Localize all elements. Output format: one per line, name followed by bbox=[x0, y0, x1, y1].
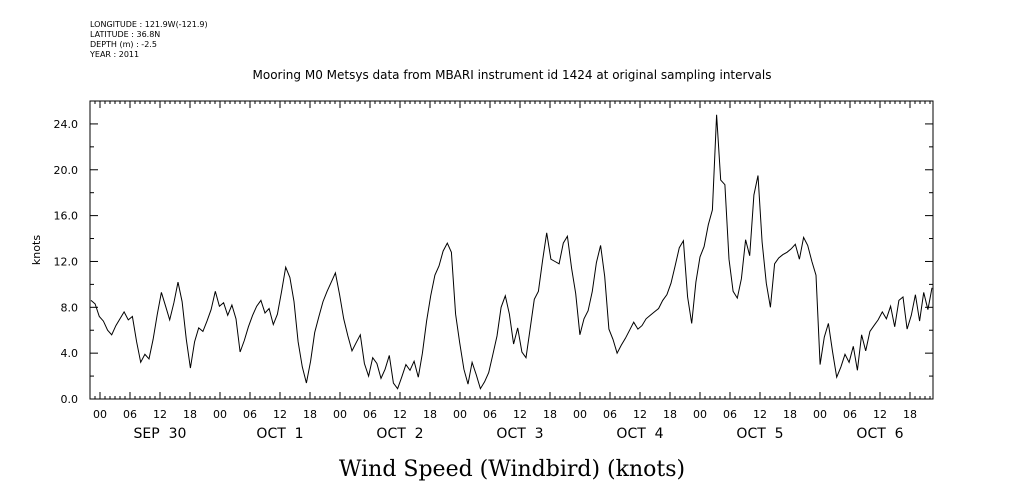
x-hour-label: 00 bbox=[693, 408, 707, 421]
x-hour-label: 06 bbox=[483, 408, 497, 421]
x-day-label: OCT 2 bbox=[376, 426, 423, 442]
y-tick-label: 12.0 bbox=[54, 255, 79, 268]
x-hour-label: 00 bbox=[93, 408, 107, 421]
y-tick-label: 4.0 bbox=[61, 347, 79, 360]
x-hour-label: 18 bbox=[663, 408, 677, 421]
x-hour-label: 06 bbox=[723, 408, 737, 421]
y-axis-label: knots bbox=[30, 235, 43, 265]
y-tick-label: 16.0 bbox=[54, 210, 79, 223]
x-hour-label: 06 bbox=[603, 408, 617, 421]
x-hour-label: 18 bbox=[423, 408, 437, 421]
x-day-labels: SEP 30 OCT 1 OCT 2 OCT 3 OCT 4 OCT 5 OCT 6 bbox=[134, 426, 904, 442]
meta-year: YEAR : 2011 bbox=[90, 50, 140, 59]
y-tick-label: 20.0 bbox=[54, 164, 79, 177]
x-hour-label: 00 bbox=[573, 408, 587, 421]
x-hour-label: 12 bbox=[873, 408, 887, 421]
meta-depth: DEPTH (m) : -2.5 bbox=[90, 40, 157, 49]
metadata-block: LONGITUDE : 121.9W(-121.9) LATITUDE : 36… bbox=[90, 20, 208, 60]
x-hour-label: 18 bbox=[183, 408, 197, 421]
meta-latitude: LATITUDE : 36.8N bbox=[90, 30, 161, 39]
x-day-label: OCT 4 bbox=[616, 426, 663, 442]
x-hour-label: 18 bbox=[303, 408, 317, 421]
x-hour-label: 06 bbox=[843, 408, 857, 421]
x-hour-label: 18 bbox=[903, 408, 917, 421]
x-hour-label: 12 bbox=[633, 408, 647, 421]
y-tick-label: 24.0 bbox=[54, 118, 79, 131]
x-axis-label: Wind Speed (Windbird) (knots) bbox=[339, 457, 685, 482]
x-hour-label: 06 bbox=[123, 408, 137, 421]
axis-ticks bbox=[89, 100, 933, 400]
x-hour-label: 12 bbox=[753, 408, 767, 421]
x-hour-label: 12 bbox=[513, 408, 527, 421]
x-hour-label: 00 bbox=[333, 408, 347, 421]
x-hour-label: 00 bbox=[813, 408, 827, 421]
x-hour-label: 12 bbox=[393, 408, 407, 421]
x-hour-label: 12 bbox=[273, 408, 287, 421]
wind-speed-series-line bbox=[90, 114, 933, 390]
x-hour-label: 00 bbox=[453, 408, 467, 421]
x-hour-label: 18 bbox=[783, 408, 797, 421]
x-hour-label: 06 bbox=[363, 408, 377, 421]
y-tick-label: 8.0 bbox=[61, 301, 79, 314]
chart-title: Mooring M0 Metsys data from MBARI instru… bbox=[253, 68, 772, 82]
x-hour-label: 06 bbox=[243, 408, 257, 421]
x-hour-label: 00 bbox=[213, 408, 227, 421]
x-hour-label: 18 bbox=[543, 408, 557, 421]
x-day-label: OCT 6 bbox=[856, 426, 903, 442]
x-hour-label: 12 bbox=[153, 408, 167, 421]
x-day-label: SEP 30 bbox=[134, 426, 187, 442]
x-day-label: OCT 3 bbox=[496, 426, 543, 442]
y-tick-labels: 0.0 4.0 8.0 12.0 16.0 20.0 24.0 bbox=[54, 118, 79, 406]
x-hour-tick-labels: 00 06 12 18 00 06 12 18 00 06 12 18 00 06 12 18 00 06 12 18… bbox=[93, 408, 917, 421]
x-day-label: OCT 5 bbox=[736, 426, 783, 442]
y-tick-label: 0.0 bbox=[61, 393, 79, 406]
plot-frame bbox=[89, 100, 934, 400]
x-day-label: OCT 1 bbox=[256, 426, 303, 442]
meta-longitude: LONGITUDE : 121.9W(-121.9) bbox=[90, 20, 208, 29]
